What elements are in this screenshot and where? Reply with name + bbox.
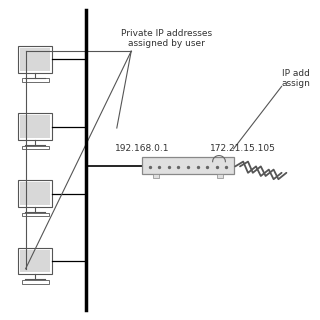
Bar — [22, 78, 49, 82]
Bar — [22, 280, 49, 284]
Bar — [153, 174, 159, 178]
Bar — [22, 146, 49, 149]
Bar — [22, 213, 49, 216]
Bar — [18, 248, 52, 274]
Bar — [20, 115, 50, 138]
Bar — [18, 180, 52, 207]
Bar — [20, 182, 50, 205]
Bar — [18, 46, 52, 73]
Bar — [20, 48, 50, 71]
Text: 172.21.15.105: 172.21.15.105 — [210, 144, 276, 153]
Bar — [20, 250, 50, 272]
Bar — [18, 113, 52, 140]
Bar — [142, 157, 234, 174]
Text: Private IP addresses
assigned by user: Private IP addresses assigned by user — [121, 29, 212, 48]
Text: IP add
assign: IP add assign — [282, 69, 310, 88]
Bar — [217, 174, 223, 178]
Text: 192.168.0.1: 192.168.0.1 — [115, 144, 170, 153]
